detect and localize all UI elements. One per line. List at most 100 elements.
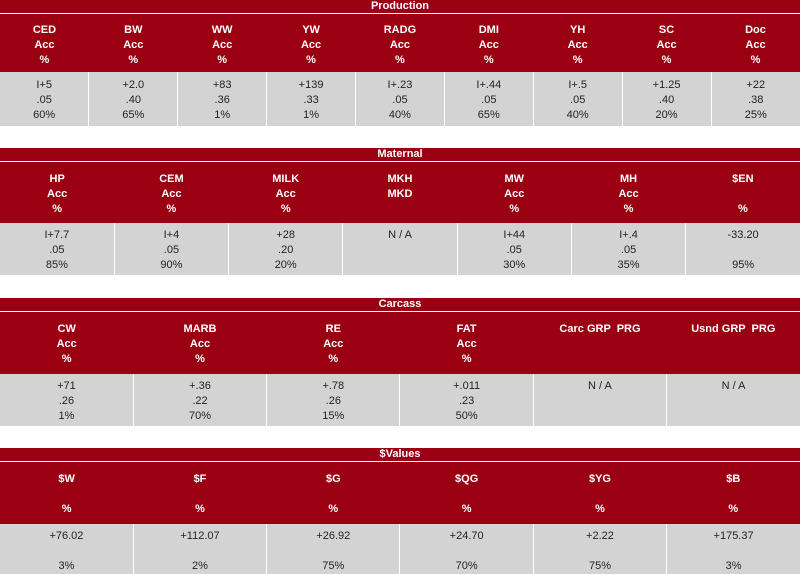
acc-value: .38 bbox=[712, 93, 800, 108]
acc-value bbox=[534, 394, 666, 409]
percentile-value: 15% bbox=[267, 409, 399, 424]
header-unit: % bbox=[229, 202, 343, 217]
acc-value bbox=[134, 544, 266, 559]
acc-value: .05 bbox=[445, 93, 533, 108]
epd-value: N / A bbox=[667, 379, 800, 394]
header-unit: % bbox=[356, 53, 445, 68]
acc-value: .26 bbox=[267, 394, 399, 409]
header-name: $B bbox=[667, 472, 800, 487]
header-name: Carc GRP PRG bbox=[533, 322, 666, 337]
acc-value: .05 bbox=[115, 243, 228, 258]
header-name: MILK bbox=[229, 172, 343, 187]
header-unit: % bbox=[0, 53, 89, 68]
acc-value bbox=[667, 544, 800, 559]
epd-value: I+7.7 bbox=[0, 228, 114, 243]
maternal-title: Maternal bbox=[0, 148, 800, 162]
header-name: MH bbox=[571, 172, 685, 187]
epd-value: I+.23 bbox=[356, 78, 444, 93]
epd-value: N / A bbox=[343, 228, 456, 243]
acc-value: .20 bbox=[229, 243, 342, 258]
values-header-row: $W% $F% $G% $QG% $YG% $B% bbox=[0, 462, 800, 524]
header-name: $YG bbox=[533, 472, 666, 487]
header-sub bbox=[667, 337, 800, 352]
epd-value: +76.02 bbox=[0, 529, 133, 544]
header-sub: Acc bbox=[444, 38, 533, 53]
percentile-value: 1% bbox=[267, 108, 355, 123]
percentile-value: 60% bbox=[0, 108, 88, 123]
header-qg: $QG% bbox=[400, 462, 533, 524]
percentile-value bbox=[534, 409, 666, 424]
header-name: $EN bbox=[686, 172, 800, 187]
header-unit: % bbox=[711, 53, 800, 68]
epd-value: N / A bbox=[534, 379, 666, 394]
header-name: YH bbox=[533, 23, 622, 38]
header-name: $QG bbox=[400, 472, 533, 487]
epd-value: +1.25 bbox=[623, 78, 711, 93]
header-unit: % bbox=[571, 202, 685, 217]
epd-value: I+.44 bbox=[445, 78, 533, 93]
acc-value bbox=[0, 544, 133, 559]
header-name: RADG bbox=[356, 23, 445, 38]
header-unit: % bbox=[267, 502, 400, 517]
header-sub: Acc bbox=[133, 337, 266, 352]
acc-value: .05 bbox=[458, 243, 571, 258]
percentile-value: 2% bbox=[134, 559, 266, 574]
header-unit: % bbox=[622, 53, 711, 68]
header-sub: Acc bbox=[0, 337, 133, 352]
header-unit bbox=[667, 352, 800, 367]
epd-value: +22 bbox=[712, 78, 800, 93]
epd-value: +.36 bbox=[134, 379, 266, 394]
acc-value bbox=[667, 394, 800, 409]
header-name: MKH bbox=[343, 172, 457, 187]
header-usnd-grp-prg: Usnd GRP PRG bbox=[667, 312, 800, 374]
value-cell: N / A bbox=[667, 374, 800, 426]
epd-value: +2.0 bbox=[89, 78, 177, 93]
percentile-value: 1% bbox=[178, 108, 266, 123]
epd-value: I+5 bbox=[0, 78, 88, 93]
percentile-value: 70% bbox=[134, 409, 266, 424]
header-unit: % bbox=[89, 53, 178, 68]
percentile-value: 85% bbox=[0, 258, 114, 273]
percentile-value: 20% bbox=[623, 108, 711, 123]
acc-value bbox=[686, 243, 800, 258]
percentile-value: 3% bbox=[667, 559, 800, 574]
header-sub: Acc bbox=[356, 38, 445, 53]
header-unit: % bbox=[267, 352, 400, 367]
epd-value: +139 bbox=[267, 78, 355, 93]
percentile-value: 20% bbox=[229, 258, 342, 273]
epd-value: +28 bbox=[229, 228, 342, 243]
header-unit bbox=[343, 202, 457, 217]
acc-value bbox=[534, 544, 666, 559]
percentile-value: 1% bbox=[0, 409, 133, 424]
header-name: CW bbox=[0, 322, 133, 337]
header-en: $EN% bbox=[686, 162, 800, 223]
header-unit bbox=[533, 352, 666, 367]
